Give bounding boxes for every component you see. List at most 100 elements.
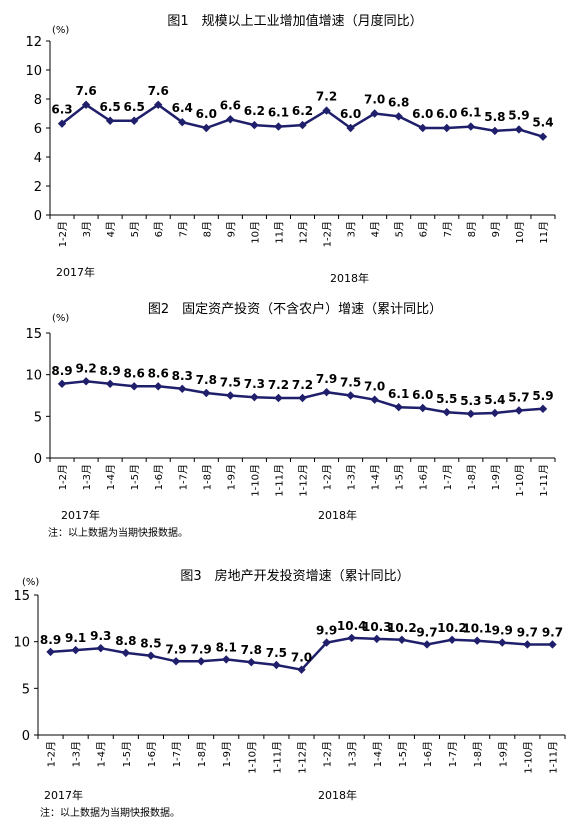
data-label: 8.1: [216, 640, 237, 654]
data-point: [57, 379, 67, 389]
data-label: 8.8: [115, 634, 136, 648]
x-tick-label: 11月: [538, 221, 550, 244]
data-point: [394, 112, 403, 121]
x-tick-label: 1-12月: [298, 464, 310, 497]
data-label: 5.5: [436, 392, 457, 406]
x-tick-label: 1-3月: [71, 741, 83, 767]
x-tick-label: 1-5月: [397, 741, 409, 767]
x-tick-label: 1-8月: [196, 741, 208, 767]
data-point: [81, 377, 91, 386]
y-tick-label: 6: [34, 122, 42, 137]
chart-title: 图3 房地产开发投资增速（累计同比）: [180, 568, 409, 584]
x-tick-label: 1-9月: [225, 464, 237, 490]
x-tick-label: 9月: [225, 221, 237, 237]
data-label: 7.2: [316, 90, 337, 104]
data-point: [447, 635, 457, 644]
data-point: [397, 635, 407, 644]
data-point: [129, 382, 139, 391]
data-point: [523, 640, 532, 649]
x-tick-label: 1-10月: [246, 741, 258, 774]
data-point: [442, 407, 451, 417]
data-label: 5.4: [484, 393, 505, 407]
x-tick-label: 1-7月: [442, 464, 454, 490]
data-label: 7.0: [364, 93, 385, 107]
y-tick-label: 15: [25, 327, 42, 342]
data-label: 6.0: [412, 107, 433, 121]
x-tick-label: 1-2月: [46, 741, 58, 767]
year-label-2017: 2017年: [61, 508, 100, 522]
x-tick-label: 1-7月: [447, 741, 459, 767]
data-label: 8.9: [51, 364, 72, 378]
x-tick-label: 1-12月: [297, 741, 309, 774]
data-label: 6.0: [412, 388, 433, 402]
data-point: [418, 123, 427, 133]
data-point: [490, 408, 500, 418]
data-label: 6.2: [244, 104, 265, 118]
x-tick-label: 1-11月: [271, 741, 283, 774]
year-label-2017: 2017年: [56, 265, 95, 279]
data-point: [96, 644, 105, 653]
data-label: 6.5: [99, 100, 120, 114]
x-tick-label: 7月: [442, 221, 454, 237]
x-tick-label: 1-9月: [497, 741, 509, 767]
x-tick-label: 1-2月: [322, 741, 334, 767]
x-tick-label: 6月: [418, 221, 430, 237]
data-point: [71, 645, 80, 655]
data-point: [202, 123, 211, 133]
data-label: 7.8: [241, 643, 262, 657]
x-tick-label: 1-4月: [370, 464, 382, 490]
data-label: 9.3: [90, 629, 111, 643]
data-label: 9.9: [492, 624, 513, 638]
y-unit-label: (%): [22, 577, 39, 588]
data-label: 7.5: [340, 376, 361, 390]
data-point: [272, 660, 281, 670]
year-label-2017: 2017年: [44, 788, 83, 802]
data-point: [472, 636, 482, 645]
data-point: [222, 655, 231, 664]
y-tick-label: 8: [34, 93, 42, 108]
data-point: [226, 115, 235, 124]
data-point: [422, 640, 432, 649]
data-label: 7.2: [268, 378, 289, 392]
data-label: 7.9: [190, 642, 211, 656]
x-tick-label: 5月: [129, 221, 141, 237]
data-point: [105, 379, 115, 389]
x-tick-label: 1-3月: [81, 464, 93, 490]
data-point: [196, 657, 206, 666]
data-point: [178, 118, 187, 127]
y-tick-label: 0: [34, 209, 42, 224]
data-point: [46, 647, 55, 657]
data-label: 10.2: [437, 621, 467, 635]
data-point: [154, 382, 163, 391]
x-tick-label: 1-10月: [522, 741, 534, 774]
data-point: [202, 388, 211, 398]
data-point: [442, 123, 451, 133]
x-tick-label: 1-7月: [171, 741, 183, 767]
data-label: 9.7: [416, 625, 437, 639]
data-label: 7.6: [148, 84, 169, 98]
x-tick-label: 1-6月: [418, 464, 430, 490]
x-tick-label: 3月: [346, 221, 358, 237]
data-point: [514, 406, 524, 415]
x-tick-label: 1-3月: [347, 741, 359, 767]
x-tick-label: 1-2月: [57, 221, 69, 247]
x-tick-label: 1-4月: [105, 464, 117, 490]
footnote: 注：以上数据为当期快报数据。: [48, 526, 188, 539]
data-point: [346, 123, 355, 133]
data-label: 9.7: [517, 625, 538, 639]
x-tick-label: 1-2月: [57, 464, 69, 490]
x-tick-label: 4月: [105, 221, 117, 237]
data-label: 7.5: [266, 646, 287, 660]
x-tick-label: 1-5月: [129, 464, 141, 490]
data-label: 6.0: [196, 107, 217, 121]
data-label: 6.3: [51, 103, 72, 117]
data-label: 8.6: [124, 366, 145, 380]
data-point: [394, 402, 403, 412]
y-tick-label: 10: [13, 636, 30, 651]
x-tick-label: 1-10月: [514, 464, 526, 497]
data-label: 7.6: [75, 84, 96, 98]
chart-title: 图2 固定资产投资（不含农户）增速（累计同比）: [148, 301, 442, 317]
data-label: 7.0: [291, 651, 312, 665]
x-tick-label: 1-11月: [547, 741, 559, 774]
data-label: 6.1: [460, 106, 481, 120]
